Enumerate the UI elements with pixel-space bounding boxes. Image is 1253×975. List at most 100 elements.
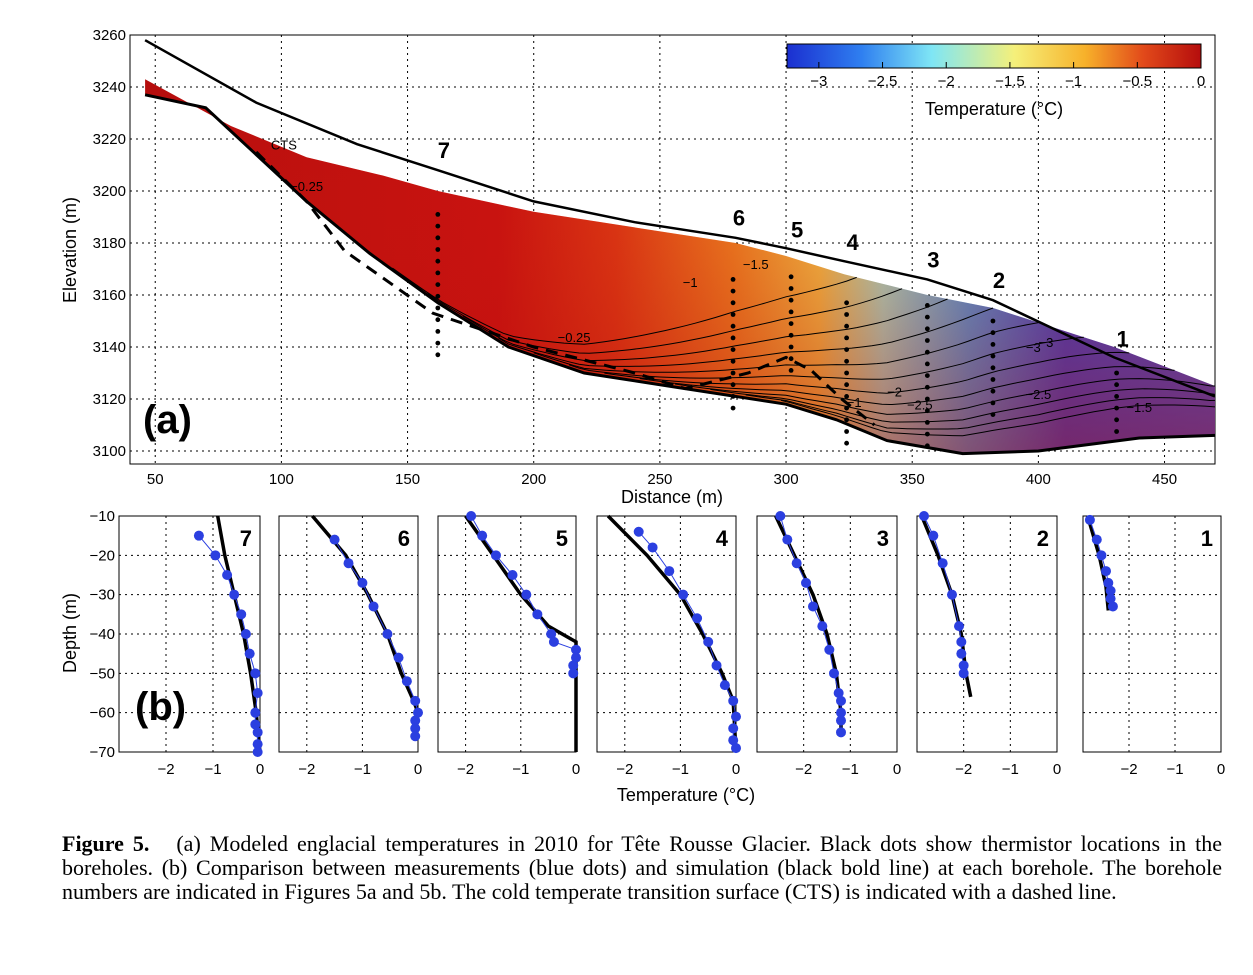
measurement-dot — [817, 621, 828, 632]
measurement-dot — [919, 511, 929, 521]
panel-b-y-ticks: −10 −20 −30 −40 −50 −60 −70 — [90, 508, 115, 761]
thermistor-dot — [730, 370, 736, 376]
borehole-labels: 7 6 5 4 3 2 1 — [438, 138, 1129, 351]
thermistor-dot — [730, 382, 736, 388]
thermistor-dot — [1114, 417, 1119, 423]
colorbar: −3 −2.5 −2 −1.5 −1 −0.5 0 Temperature (°C) — [786, 43, 1205, 119]
contour-label: −3 — [1026, 340, 1041, 355]
measurement-dot — [731, 743, 741, 754]
measurement-dot — [329, 534, 340, 545]
thermistor-dot — [844, 300, 850, 306]
isoline — [462, 298, 948, 361]
measurement-dot — [490, 550, 501, 561]
colorbar-tick-label: −3 — [810, 73, 827, 90]
x-tick-label: 0 — [1053, 761, 1061, 778]
measurement-dot — [1101, 566, 1111, 577]
thermistor-dot — [990, 365, 996, 371]
contour-label: −1.5 — [743, 257, 769, 272]
contour-label: −2.5 — [907, 397, 933, 412]
isoline — [745, 394, 1215, 430]
thermistor-dot — [435, 293, 441, 299]
y-tick-label: −40 — [90, 626, 115, 643]
thermistor-dot — [924, 420, 930, 425]
thermistor-dot — [435, 212, 441, 217]
isoline — [427, 288, 903, 354]
panel-b-xlabel: Temperature (°C) — [617, 785, 755, 805]
thermistor-dot — [730, 288, 736, 294]
borehole-label-7: 7 — [438, 138, 450, 163]
measurement-dot — [664, 566, 675, 577]
profile-label-5: 5 — [556, 526, 568, 551]
cts-dashed-line — [255, 150, 876, 427]
measurement-dot — [229, 589, 240, 600]
measurement-dot — [410, 723, 421, 734]
thermistor-dot — [844, 417, 850, 423]
thermistor-dot — [844, 335, 850, 341]
x-tick-label: 0 — [893, 761, 901, 778]
profile-label-6: 6 — [398, 526, 410, 551]
figure-caption: Figure 5. (a) Modeled englacial temperat… — [62, 832, 1222, 904]
thermistor-dot — [990, 388, 996, 394]
measurement-dot — [711, 660, 722, 671]
measurement-dot — [824, 644, 835, 655]
borehole-profile-3: −2 −1 0 3 — [756, 511, 901, 778]
thermistor-dot — [730, 277, 736, 282]
thermistor-dot — [435, 223, 441, 229]
x-tick-label: 0 — [572, 761, 580, 778]
thermistor-dot — [990, 400, 996, 406]
measurement-dot — [731, 711, 741, 722]
thermistor-dot — [924, 303, 930, 308]
measurement-dot — [236, 609, 247, 620]
thermistor-dot — [924, 361, 930, 367]
thermistor-dot — [788, 309, 794, 315]
measurement-dot — [956, 648, 967, 659]
measurement-dot — [250, 668, 261, 679]
subplot-frame — [596, 515, 737, 753]
x-tick-label: 150 — [395, 471, 420, 488]
measurement-dot — [250, 719, 261, 730]
thermistor-dot — [435, 317, 441, 323]
y-tick-label: 3220 — [93, 131, 126, 148]
measurement-dot — [833, 688, 844, 698]
contour-label: −0.25 — [290, 179, 323, 194]
thermistor-dot — [844, 358, 850, 364]
thermistor-dot — [435, 258, 441, 264]
measurement-dot — [692, 613, 703, 624]
thermistor-dot — [844, 323, 850, 329]
measurement-dot — [1105, 593, 1116, 604]
thermistor-dot — [788, 368, 794, 373]
measurement-dot — [1105, 585, 1116, 596]
x-tick-label: −1 — [1166, 761, 1183, 778]
x-tick-label: 0 — [732, 761, 740, 778]
borehole-label-1: 1 — [1116, 326, 1128, 351]
measurement-dot — [836, 715, 846, 726]
thermistor-dot — [788, 344, 794, 350]
thermistor-dot — [1114, 382, 1119, 388]
measurement-dot — [413, 707, 423, 718]
measurement-dot — [775, 511, 786, 521]
isoline — [392, 267, 857, 345]
measurement-dot — [1084, 514, 1095, 525]
measurement-dot — [244, 648, 255, 659]
borehole-label-4: 4 — [846, 230, 859, 255]
thermistor-dot — [924, 408, 930, 414]
measurement-dot — [477, 530, 488, 541]
x-tick-label: −1 — [204, 761, 221, 778]
measurement-dot — [368, 601, 379, 612]
measurement-dot — [678, 589, 689, 600]
thermistor-dot — [990, 412, 996, 417]
contour-label: −2 — [887, 384, 902, 399]
thermistor-dot — [730, 394, 736, 399]
panel-a-y-ticks: 3100 3120 3140 3160 3180 3200 3220 3240 3260 — [93, 27, 126, 460]
contour-label: −1 — [847, 395, 862, 410]
isoline — [780, 399, 1215, 437]
measurement-dot — [193, 530, 204, 541]
thermistor-dot — [435, 340, 441, 346]
colorbar-label: Temperature (°C) — [925, 99, 1063, 119]
thermistor-dot — [1114, 394, 1119, 399]
measurement-dot — [801, 577, 811, 588]
measurement-dot — [958, 668, 969, 679]
panel-a-label: (a) — [143, 398, 192, 442]
isoline — [710, 388, 1215, 423]
profile-label-4: 4 — [716, 526, 729, 551]
